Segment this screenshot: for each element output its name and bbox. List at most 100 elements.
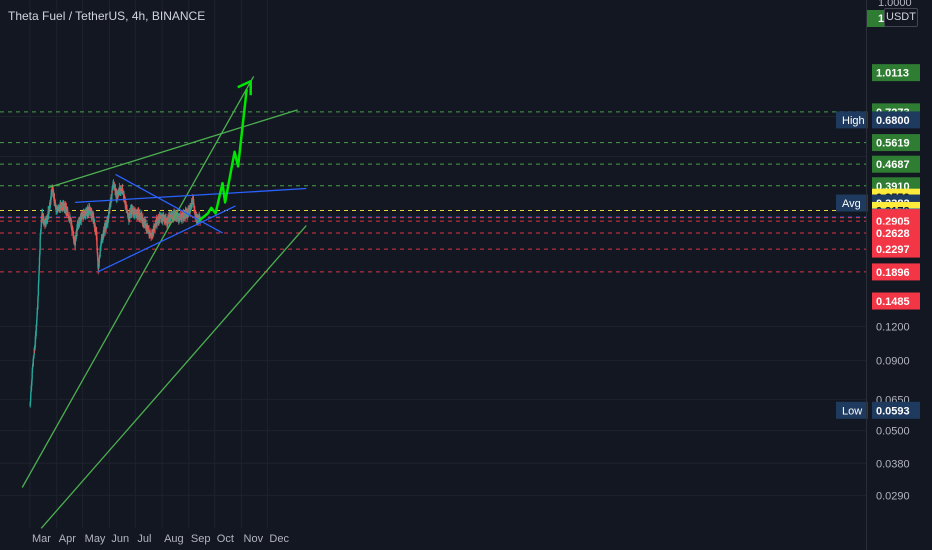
candle-body xyxy=(38,256,41,266)
candle-body xyxy=(140,217,142,220)
candle-body xyxy=(107,222,109,224)
candle-body xyxy=(171,215,173,219)
candle-body xyxy=(51,190,53,193)
price-tick-label: 0.0290 xyxy=(876,490,910,502)
candle-body xyxy=(154,224,157,227)
price-tag-label: 0.2297 xyxy=(876,244,910,256)
blue-trend-line[interactable] xyxy=(115,173,223,234)
trend-lines[interactable] xyxy=(21,76,307,529)
level-name-tag xyxy=(836,111,868,129)
price-tag-label: 0.0593 xyxy=(876,405,910,417)
candle-body xyxy=(127,210,129,215)
price-tick-label: 0.0380 xyxy=(876,458,910,470)
currency-unit-button[interactable]: USDT xyxy=(884,8,918,27)
price-level-lines xyxy=(0,111,866,273)
candle-body xyxy=(38,265,40,271)
price-tag xyxy=(872,240,920,258)
candle-body xyxy=(31,372,33,379)
candle-body xyxy=(89,208,92,215)
time-tick-label: Mar xyxy=(32,533,51,545)
price-tag xyxy=(872,292,920,310)
blue-trend-line[interactable] xyxy=(74,187,307,204)
green-trend-line[interactable] xyxy=(21,76,255,488)
candle-body xyxy=(124,198,126,203)
candle-body xyxy=(31,367,34,373)
candle-body xyxy=(74,241,77,246)
candle-body xyxy=(51,186,54,189)
price-tag-label: 0.4687 xyxy=(876,159,910,171)
candlesticks xyxy=(29,179,201,408)
price-tick-label: 1.0000 xyxy=(878,0,912,9)
blue-trend-line[interactable] xyxy=(97,205,236,273)
green-trend-line[interactable] xyxy=(40,225,307,529)
projection-arrowhead xyxy=(237,79,252,96)
candle-body xyxy=(192,199,195,204)
price-tag xyxy=(872,155,920,173)
candle-body xyxy=(198,216,201,221)
time-tick-label: Oct xyxy=(217,533,234,545)
price-tag xyxy=(872,134,920,152)
candle-body xyxy=(99,250,101,257)
candle-body xyxy=(159,216,161,220)
candle-body xyxy=(55,206,58,210)
candle-body xyxy=(37,296,39,303)
time-axis[interactable]: Mar Apr May Jun Jul Aug Sep Oct Nov Dec xyxy=(32,533,289,545)
candle-body xyxy=(97,260,99,268)
chart-grid xyxy=(0,0,866,528)
price-tag-label: 0.6800 xyxy=(876,115,910,127)
candle-body xyxy=(157,216,159,218)
price-tag-label: 0.2628 xyxy=(876,228,910,240)
price-tick-label: 0.0900 xyxy=(876,356,910,368)
candle-body xyxy=(39,238,41,249)
candle-body xyxy=(54,205,57,209)
candle-body xyxy=(34,336,37,344)
candle-body xyxy=(111,187,114,189)
candle-body xyxy=(109,203,111,209)
level-name-label: Avg xyxy=(842,198,861,210)
candle-body xyxy=(143,219,145,221)
candle-body xyxy=(76,224,78,231)
time-tick-label: May xyxy=(85,533,106,545)
price-tick-label: 0.0500 xyxy=(876,426,910,438)
candle-body xyxy=(94,223,96,228)
level-name-tag xyxy=(836,194,868,212)
candle-body xyxy=(113,183,116,188)
level-name-label: Low xyxy=(842,405,862,417)
projection-line xyxy=(198,89,248,222)
green-trend-line[interactable] xyxy=(47,109,298,189)
candle-body xyxy=(37,284,40,295)
candle-body xyxy=(160,215,162,218)
candle-body xyxy=(75,234,77,239)
price-tag xyxy=(872,111,920,129)
time-tick-label: Sep xyxy=(191,533,211,545)
chart-title: Theta Fuel / TetherUS, 4h, BINANCE xyxy=(8,9,206,23)
level-name-label: High xyxy=(842,115,865,127)
candle-body xyxy=(34,346,36,349)
price-tag-label: 0.5619 xyxy=(876,138,910,150)
top-level-tag xyxy=(867,10,885,27)
price-tag xyxy=(872,64,920,82)
price-tick-label: 0.1200 xyxy=(876,321,910,333)
level-name-tag xyxy=(836,401,868,419)
time-tick-label: Jul xyxy=(137,533,151,545)
candle-body xyxy=(50,194,52,200)
candle-body xyxy=(156,222,159,224)
price-axis[interactable]: 0.12000.09000.06500.05000.03800.02901.00… xyxy=(867,0,912,502)
price-tag xyxy=(872,263,920,281)
candle-body xyxy=(191,201,194,205)
candle-body xyxy=(54,203,57,206)
price-tag-label: 0.1896 xyxy=(876,267,910,279)
candle-body xyxy=(62,203,65,208)
top-level-label: 1 xyxy=(878,13,884,25)
price-tag-label: 1.0113 xyxy=(876,68,909,80)
time-tick-label: Dec xyxy=(269,533,289,545)
candle-body xyxy=(31,378,33,383)
projection-path xyxy=(198,79,252,222)
candle-body xyxy=(181,216,183,219)
price-level-tags: 1.01130.72730.6800High0.56190.46870.3910… xyxy=(836,64,920,419)
price-tag xyxy=(872,401,920,419)
price-tag xyxy=(872,224,920,242)
time-tick-label: Aug xyxy=(164,533,184,545)
candle-body xyxy=(45,222,47,224)
